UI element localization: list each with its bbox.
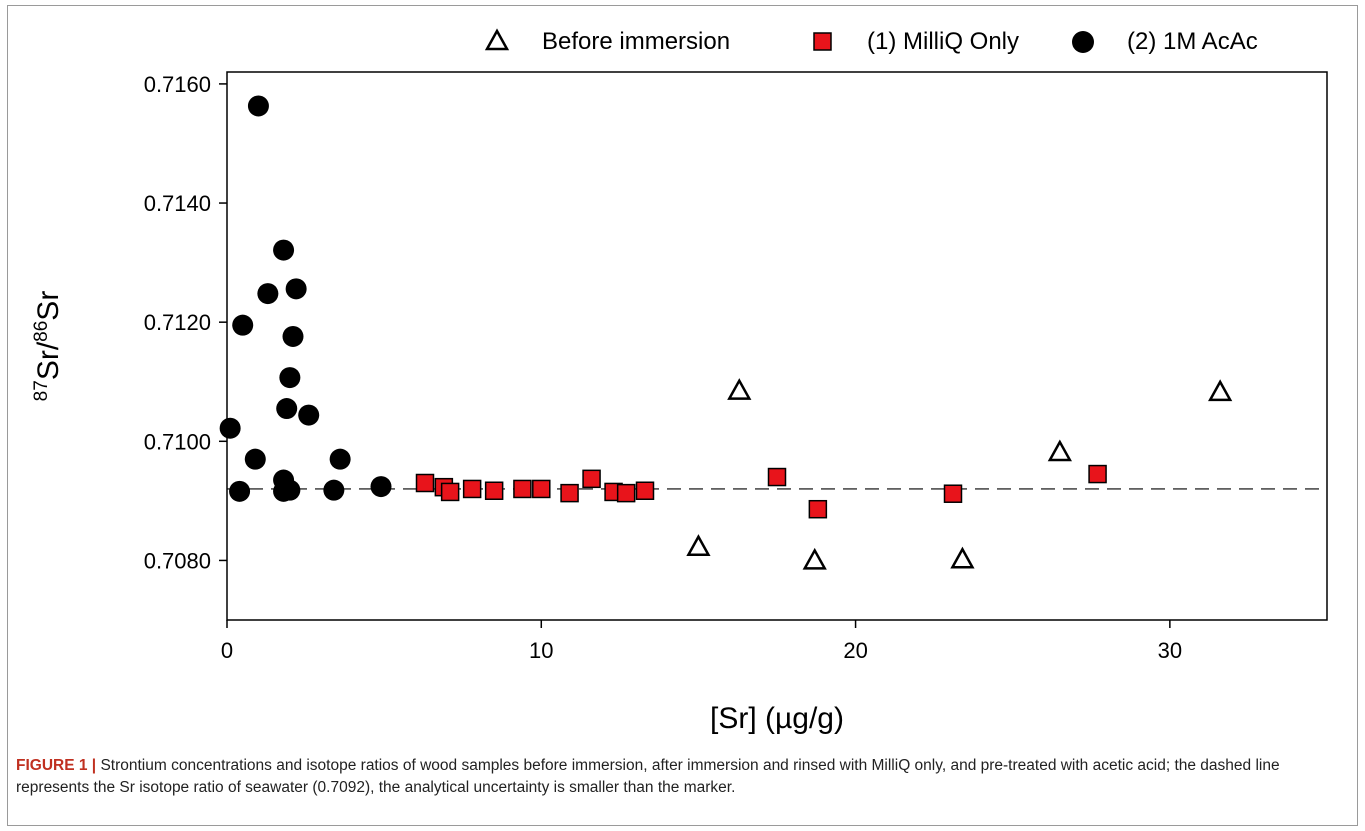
milliq-only-point: [1088, 464, 1107, 484]
milliq-only-point: [560, 483, 579, 503]
x-tick-label: 30: [1158, 638, 1182, 663]
before-immersion-point: [727, 378, 752, 400]
acac-point: [298, 404, 320, 426]
milliq-only-point: [415, 473, 435, 493]
caption-text: Strontium concentrations and isotope rat…: [16, 757, 1280, 796]
before-immersion-point: [802, 547, 827, 570]
acac-point: [232, 314, 254, 336]
figure-caption: FIGURE 1 | Strontium concentrations and …: [16, 755, 1344, 799]
before-immersion-point: [1208, 379, 1233, 402]
acac-point: [285, 278, 307, 300]
y-axis-title-sup-86: 86: [31, 321, 52, 342]
milliq-only-point: [532, 479, 551, 499]
acac-point: [279, 367, 301, 389]
scatter-chart: 0 10 20 30 0.7080 0.7100 0.7120 0.7140 0.7160 [S…: [31, 28, 1328, 735]
milliq-only-point: [767, 467, 787, 487]
acac-point: [279, 479, 301, 501]
milliq-only-point: [582, 469, 601, 489]
acac-point: [276, 398, 298, 420]
x-tick-label: 20: [843, 638, 867, 663]
milliq-only-point: [484, 481, 504, 500]
milliq-only-point: [808, 499, 828, 519]
milliq-only-point: [440, 482, 460, 502]
acac-point: [329, 448, 351, 470]
milliq-only-point: [616, 483, 636, 503]
y-tick-label: 0.7140: [144, 191, 211, 216]
y-axis-title-sup-87: 87: [31, 380, 52, 401]
y-axis-title: 87Sr/86Sr: [31, 291, 65, 402]
legend: Before immersion (1) MilliQ Only (2) 1M …: [484, 28, 1258, 55]
milliq-only-point: [462, 479, 482, 499]
legend-label-before-immersion: Before immersion: [542, 28, 730, 55]
before-immersion-point: [950, 546, 975, 569]
legend-marker-milliq-only: [813, 32, 832, 51]
x-axis-title: [Sr] (µg/g): [710, 702, 844, 735]
y-axis-title-sr: Sr: [32, 291, 65, 321]
acac-point: [257, 283, 279, 305]
caption-lead: FIGURE 1 |: [16, 757, 97, 774]
acac-point: [370, 476, 392, 498]
y-tick-label: 0.7120: [144, 310, 211, 335]
y-tick-label: 0.7100: [144, 429, 211, 454]
figure-frame: [7, 5, 1358, 826]
y-tick-label: 0.7160: [144, 72, 211, 97]
acac-point: [282, 325, 304, 347]
axis-ticks: 0 10 20 30 0.7080 0.7100 0.7120 0.7140 0.7160: [144, 72, 1182, 663]
acac-point: [273, 239, 295, 261]
milliq-only-point: [943, 484, 963, 503]
x-tick-label: 0: [221, 638, 233, 663]
plot-area-frame: [226, 71, 1328, 621]
before-immersion-point: [686, 534, 711, 556]
acac-point: [247, 95, 269, 117]
before-immersion-point: [1047, 439, 1072, 462]
legend-marker-before-immersion: [484, 28, 510, 51]
acac-point: [323, 479, 345, 501]
acac-point: [244, 448, 266, 470]
data-points: [219, 95, 1233, 570]
y-tick-label: 0.7080: [144, 548, 211, 573]
legend-label-1m-acac: (2) 1M AcAc: [1127, 28, 1258, 55]
x-tick-label: 10: [529, 638, 553, 663]
milliq-only-point: [635, 481, 655, 500]
milliq-only-point: [513, 479, 532, 499]
acac-point: [229, 480, 251, 502]
legend-marker-1m-acac: [1072, 31, 1094, 53]
acac-point: [219, 417, 241, 439]
y-axis-title-sr-slash: Sr/: [32, 341, 65, 380]
legend-label-milliq-only: (1) MilliQ Only: [867, 28, 1019, 55]
